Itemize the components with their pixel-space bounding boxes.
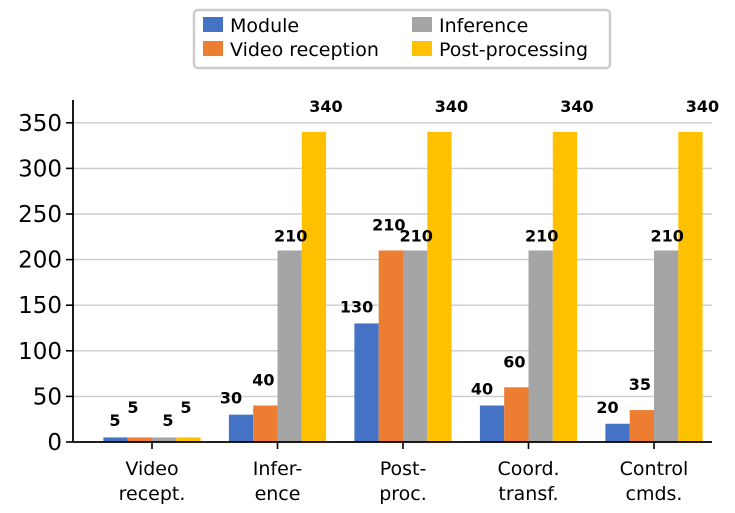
x-tick-label-line: Coord. (497, 458, 559, 480)
y-tick-label: 50 (33, 384, 62, 410)
legend-label: Module (230, 15, 299, 37)
x-tick-label-line: recept. (119, 483, 186, 505)
data-label: 210 (525, 226, 558, 245)
bar-inference-3 (528, 250, 553, 442)
bar-video-reception-2 (378, 250, 403, 442)
x-tick-label-line: ence (255, 483, 301, 505)
y-tick-label: 100 (18, 339, 62, 365)
x-tick-label-line: Post- (380, 458, 427, 480)
bar-video-reception-1 (253, 405, 278, 442)
data-label: 40 (471, 380, 493, 399)
bar-video-reception-4 (629, 410, 654, 442)
legend-label: Post-processing (439, 39, 588, 61)
bars (103, 131, 703, 443)
legend-swatch (412, 41, 432, 56)
x-tick-label: Control cmds. (620, 458, 689, 505)
y-ticks: 0 50 100 150 200 250 300 350 (18, 111, 73, 456)
legend-label: Inference (439, 15, 528, 37)
y-tick-label: 350 (18, 111, 62, 137)
x-ticks: Video recept. Infer-ence Post-proc. Coord. tr… (119, 442, 689, 505)
data-label: 340 (309, 97, 342, 116)
bar-module-0 (103, 437, 128, 442)
bar-post-processing-4 (678, 131, 703, 443)
data-label: 210 (650, 226, 683, 245)
bar-post-processing-1 (301, 131, 327, 443)
x-tick-label-line: Control (620, 458, 689, 480)
data-label: 40 (252, 371, 274, 390)
data-label: 210 (372, 215, 405, 234)
x-tick-label-line: Video (125, 458, 178, 480)
x-tick-label-line: transf. (498, 483, 558, 505)
data-label: 340 (435, 97, 468, 116)
data-label: 130 (340, 297, 373, 316)
bar-inference-2 (403, 250, 428, 442)
y-tick-label: 200 (18, 248, 62, 274)
legend-label: Video reception (230, 39, 379, 61)
data-label: 340 (686, 97, 719, 116)
data-label: 210 (274, 226, 307, 245)
data-label: 30 (220, 389, 242, 408)
legend-swatch (203, 17, 223, 32)
data-label: 5 (127, 398, 138, 417)
bar-inference-1 (277, 250, 302, 442)
data-label: 35 (629, 375, 651, 394)
x-tick-label-line: Infer- (253, 458, 302, 480)
x-tick-label: Coord. transf. (497, 458, 559, 505)
x-tick-label: Video recept. (119, 458, 186, 505)
bar-inference-4 (654, 250, 679, 442)
x-tick-label: Infer-ence (253, 458, 302, 505)
data-label: 20 (596, 398, 618, 417)
bar-post-processing-2 (427, 131, 452, 443)
bar-module-4 (605, 423, 630, 442)
bar-post-processing-0 (176, 437, 201, 442)
data-label: 60 (503, 352, 525, 371)
y-tick-label: 300 (18, 156, 62, 182)
data-label: 340 (560, 97, 593, 116)
bar-module-2 (354, 323, 379, 442)
bar-video-reception-3 (504, 387, 529, 442)
bar-post-processing-3 (552, 131, 578, 443)
data-label: 5 (109, 411, 120, 430)
y-tick-label: 0 (47, 430, 62, 456)
x-tick-label-line: cmds. (626, 483, 683, 505)
y-tick-label: 150 (18, 293, 62, 319)
bar-video-reception-0 (127, 437, 152, 442)
x-tick-label: Post-proc. (379, 458, 427, 505)
legend-swatch (412, 17, 432, 32)
bar-inference-0 (152, 437, 177, 442)
bar-module-1 (228, 414, 254, 442)
data-label: 5 (162, 411, 173, 430)
axes (72, 100, 712, 443)
data-label: 5 (180, 398, 191, 417)
data-label: 210 (399, 226, 432, 245)
x-tick-label-line: proc. (379, 483, 427, 505)
legend-swatch (203, 41, 223, 56)
bar-module-3 (479, 405, 505, 442)
legend-box (192, 8, 612, 70)
y-tick-label: 250 (18, 202, 62, 228)
